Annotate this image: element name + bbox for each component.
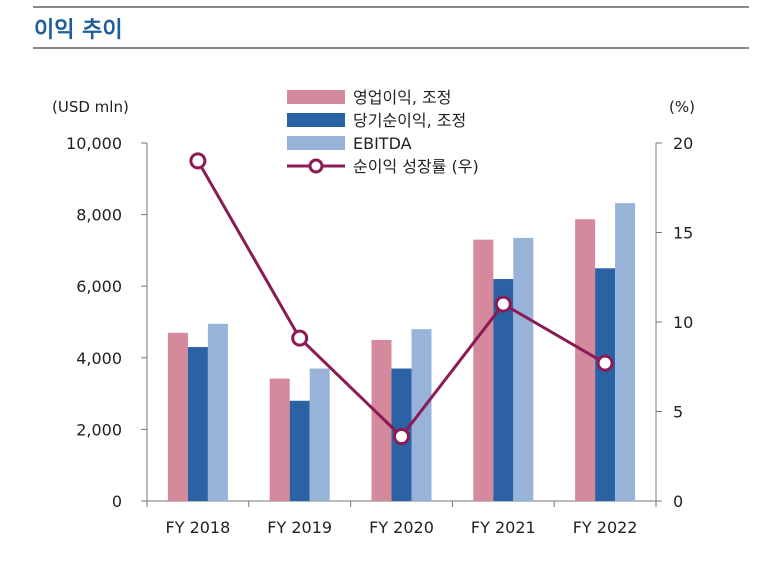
legend-label: EBITDA [353, 134, 412, 153]
bar [513, 237, 534, 501]
right-axis-tick-label: 10 [673, 313, 693, 332]
bar [309, 368, 330, 501]
right-axis-unit-label: (%) [669, 98, 695, 116]
legend-label: 당기순이익, 조정 [353, 111, 466, 130]
legend-line-marker [308, 158, 324, 174]
bar [371, 339, 392, 501]
growth-point [189, 152, 207, 170]
left-axis-tick-label: 6,000 [76, 277, 122, 296]
left-axis-tick-label: 10,000 [66, 134, 122, 153]
legend-swatch [287, 90, 345, 104]
chart-bars [167, 203, 636, 502]
left-axis-tick-label: 0 [112, 492, 122, 511]
bar [473, 239, 494, 501]
left-axis-tick-label: 2,000 [76, 420, 122, 439]
bar [615, 203, 636, 502]
right-axis-tick-label: 5 [673, 403, 683, 422]
growth-point [494, 295, 512, 313]
bar [595, 268, 616, 501]
left-axis-tick-label: 4,000 [76, 349, 122, 368]
bar [269, 378, 290, 501]
bar [411, 329, 432, 501]
chart-line [189, 152, 614, 446]
bar [207, 323, 228, 501]
right-axis-tick-label: 15 [673, 224, 693, 243]
bar [289, 400, 310, 501]
left-axis-tick-label: 8,000 [76, 206, 122, 225]
bar [493, 279, 514, 501]
x-axis-tick-label: FY 2019 [267, 518, 332, 537]
growth-point [393, 428, 410, 446]
legend-label: 순이익 성장률 (우) [353, 157, 479, 176]
x-axis-tick-label: FY 2022 [573, 518, 638, 537]
right-axis-tick-label: 0 [673, 492, 683, 511]
x-axis-tick-label: FY 2018 [166, 518, 231, 537]
legend-label: 영업이익, 조정 [353, 88, 452, 107]
legend-swatch [287, 136, 345, 150]
bar [167, 332, 188, 501]
page-title: 이익 추이 [34, 18, 123, 43]
title-rule [33, 47, 749, 49]
chart-axes: 0 2,000 4,000 6,000 8,000 10,000 (USD mln) 0 5 10… [52, 98, 695, 537]
growth-point [596, 354, 614, 372]
left-axis-unit-label: (USD mln) [52, 98, 129, 116]
x-axis-tick-label: FY 2020 [369, 518, 434, 537]
bar [575, 219, 596, 501]
top-rule [33, 6, 749, 8]
bar [187, 347, 208, 501]
legend-swatch [287, 113, 345, 127]
growth-point [291, 329, 309, 347]
right-axis-tick-label: 20 [673, 134, 693, 153]
x-axis-tick-label: FY 2021 [471, 518, 536, 537]
